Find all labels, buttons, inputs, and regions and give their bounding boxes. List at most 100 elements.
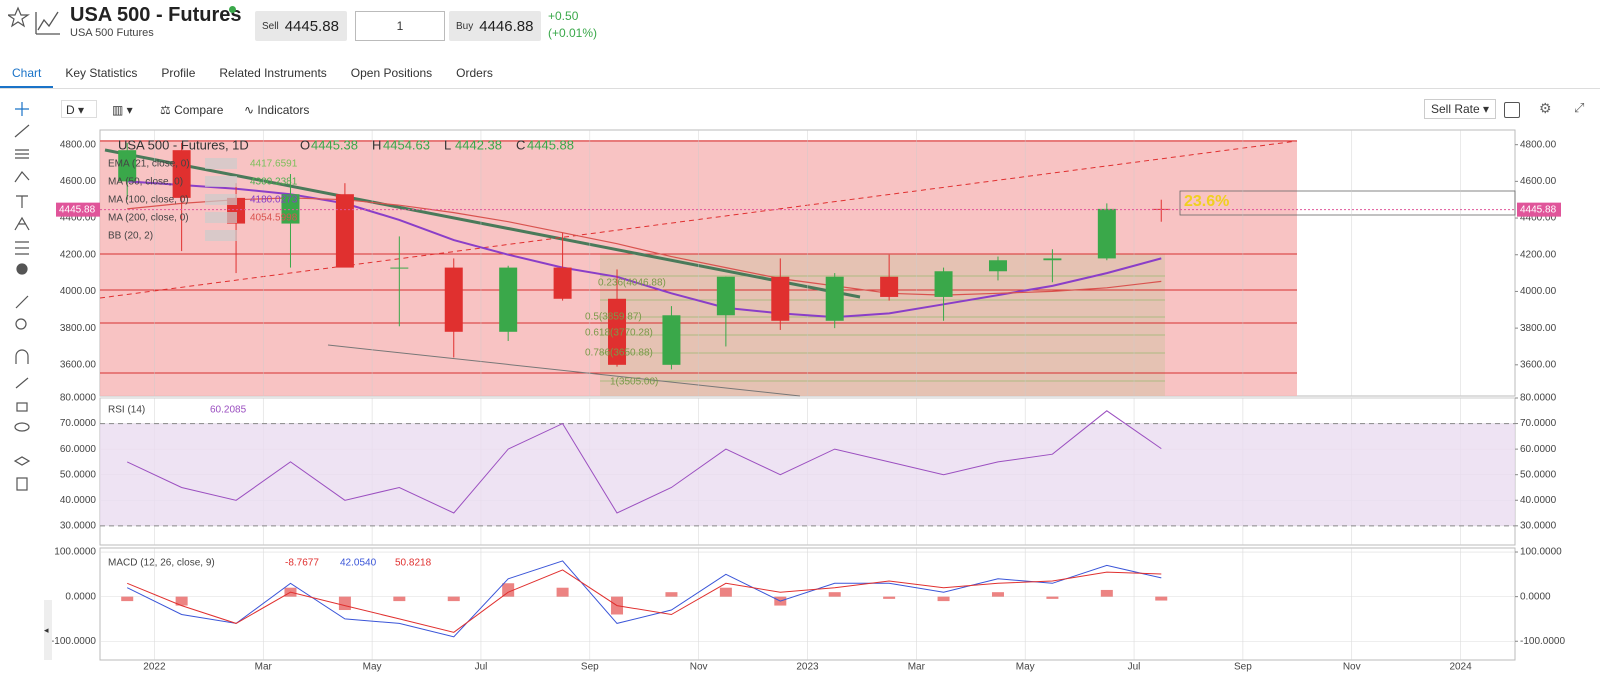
- y-tick-label-right: 40.0000: [1520, 495, 1557, 506]
- help-tool[interactable]: [16, 263, 28, 275]
- last-price-label: 4445.88: [1520, 204, 1557, 215]
- tab[interactable]: Open Positions: [350, 66, 433, 80]
- lock-tool[interactable]: [16, 402, 28, 412]
- y-tick-label-right: 60.0000: [1520, 444, 1557, 455]
- x-tick-label: 2023: [796, 662, 819, 673]
- fib-label: 0.786(3650.88): [585, 348, 653, 359]
- legend-value: 50.8218: [395, 558, 432, 569]
- interval-select[interactable]: D ▾: [61, 100, 97, 118]
- candle-body: [880, 276, 899, 297]
- compare-button[interactable]: ⚖ Compare: [160, 103, 224, 117]
- candle-body: [1043, 258, 1062, 261]
- candle-body: [1097, 208, 1116, 259]
- chart-type[interactable]: ▥ ▾: [112, 103, 133, 117]
- y-tick-label: 60.0000: [60, 444, 97, 455]
- sell-box[interactable]: Sell 4445.88: [255, 11, 347, 41]
- panel-title: RSI (14): [108, 405, 145, 416]
- line-tool[interactable]: [14, 124, 30, 138]
- indicator-name: MA (100, close, 0): [108, 195, 189, 206]
- favorite-icon[interactable]: [8, 6, 30, 28]
- brush-tool[interactable]: [14, 171, 30, 183]
- buy-label: Buy: [456, 20, 474, 32]
- candle-body: [444, 267, 463, 332]
- candle-body: [499, 267, 518, 332]
- draw-lock-tool[interactable]: [15, 377, 29, 389]
- candle-body: [390, 267, 409, 269]
- zone-label: 23.6%: [1184, 193, 1229, 210]
- x-tick-label: Jul: [1128, 662, 1141, 673]
- magnet-tool[interactable]: [15, 349, 29, 364]
- tab[interactable]: Profile: [161, 66, 196, 80]
- visibility-tool[interactable]: [14, 422, 30, 432]
- ohlc-key: O: [300, 137, 310, 152]
- y-tick-label: 3800.00: [60, 323, 97, 334]
- y-tick-label: 4400.00: [60, 213, 97, 224]
- tab[interactable]: Orders: [456, 66, 493, 80]
- rate-select[interactable]: Sell Rate ▾: [1424, 99, 1497, 119]
- series-line: [126, 410, 1162, 514]
- y-tick-label-right: 4400.00: [1520, 213, 1557, 224]
- candle-body: [335, 194, 354, 268]
- panel-title: MACD (12, 26, close, 9): [108, 558, 215, 569]
- measure-tool[interactable]: [15, 241, 29, 255]
- fullscreen-button[interactable]: ⤢: [1574, 100, 1585, 115]
- candle-body: [553, 267, 572, 299]
- tab[interactable]: Chart: [0, 60, 54, 88]
- indicator-name: EMA (21, close, 0): [108, 159, 190, 170]
- candle-body: [281, 194, 300, 224]
- y-tick-label-right: 4800.00: [1520, 139, 1557, 150]
- y-tick-label-right: 3800.00: [1520, 323, 1557, 334]
- tab[interactable]: Related Instruments: [219, 66, 327, 80]
- rsi-band: [100, 423, 1515, 526]
- indicator-controls: [205, 194, 237, 205]
- fib-label: 1(3505.00): [610, 377, 658, 388]
- status-dot: [229, 6, 236, 13]
- header-icons: [8, 6, 60, 35]
- ohlc-value: 4454.63: [383, 137, 430, 152]
- indicator-controls: [205, 212, 237, 223]
- collapse-handle[interactable]: ◂: [44, 600, 52, 660]
- last-price-box: [56, 202, 100, 217]
- indicator-name: MA (50, close, 0): [108, 177, 183, 188]
- layers-tool[interactable]: [13, 456, 31, 466]
- ohlc-value: 4445.88: [527, 137, 574, 152]
- candle-body: [716, 276, 735, 316]
- ohlc-key: H: [372, 137, 381, 152]
- delete-tool[interactable]: [16, 477, 28, 491]
- layout-button[interactable]: [1504, 102, 1520, 118]
- y-tick-label-right: 3600.00: [1520, 359, 1557, 370]
- instrument-title: USA 500 - Futures: [70, 4, 242, 26]
- crosshair-tool[interactable]: [15, 102, 29, 116]
- chart-icon[interactable]: [35, 11, 60, 35]
- histogram-bar: [447, 596, 460, 602]
- y-tick-label: 40.0000: [60, 495, 97, 506]
- ruler-tool[interactable]: [15, 295, 29, 309]
- fib-tool[interactable]: [15, 149, 29, 159]
- tab[interactable]: Key Statistics: [65, 66, 138, 80]
- text-tool[interactable]: [16, 195, 28, 208]
- x-tick-label: Sep: [581, 662, 599, 673]
- y-tick-label-right: 50.0000: [1520, 469, 1557, 480]
- indicator-value: 4180.0273: [250, 195, 298, 206]
- change-pct: (+0.01%): [548, 26, 598, 40]
- settings-button[interactable]: ⚙: [1539, 100, 1552, 116]
- indicator-controls: [205, 176, 237, 187]
- buy-box[interactable]: Buy 4446.88: [449, 11, 541, 41]
- indicators-button[interactable]: ∿ Indicators: [244, 103, 310, 117]
- candle-body: [662, 315, 681, 365]
- trend-line: [327, 344, 801, 397]
- y-tick-label: 30.0000: [60, 520, 97, 531]
- histogram-bar: [665, 592, 678, 597]
- x-tick-label: 2024: [1449, 662, 1472, 673]
- interval: D: [66, 103, 75, 117]
- indicator-controls: [205, 158, 237, 169]
- ohlc-key: L: [444, 137, 451, 152]
- candle-body: [825, 276, 844, 321]
- quantity-input[interactable]: 1: [355, 11, 445, 41]
- fib-label: 0.5(3859.87): [585, 312, 642, 323]
- series-line: [127, 569, 1162, 633]
- pattern-tool[interactable]: [14, 216, 30, 231]
- zoom-tool[interactable]: [15, 318, 27, 330]
- indicator-name: BB (20, 2): [108, 231, 153, 242]
